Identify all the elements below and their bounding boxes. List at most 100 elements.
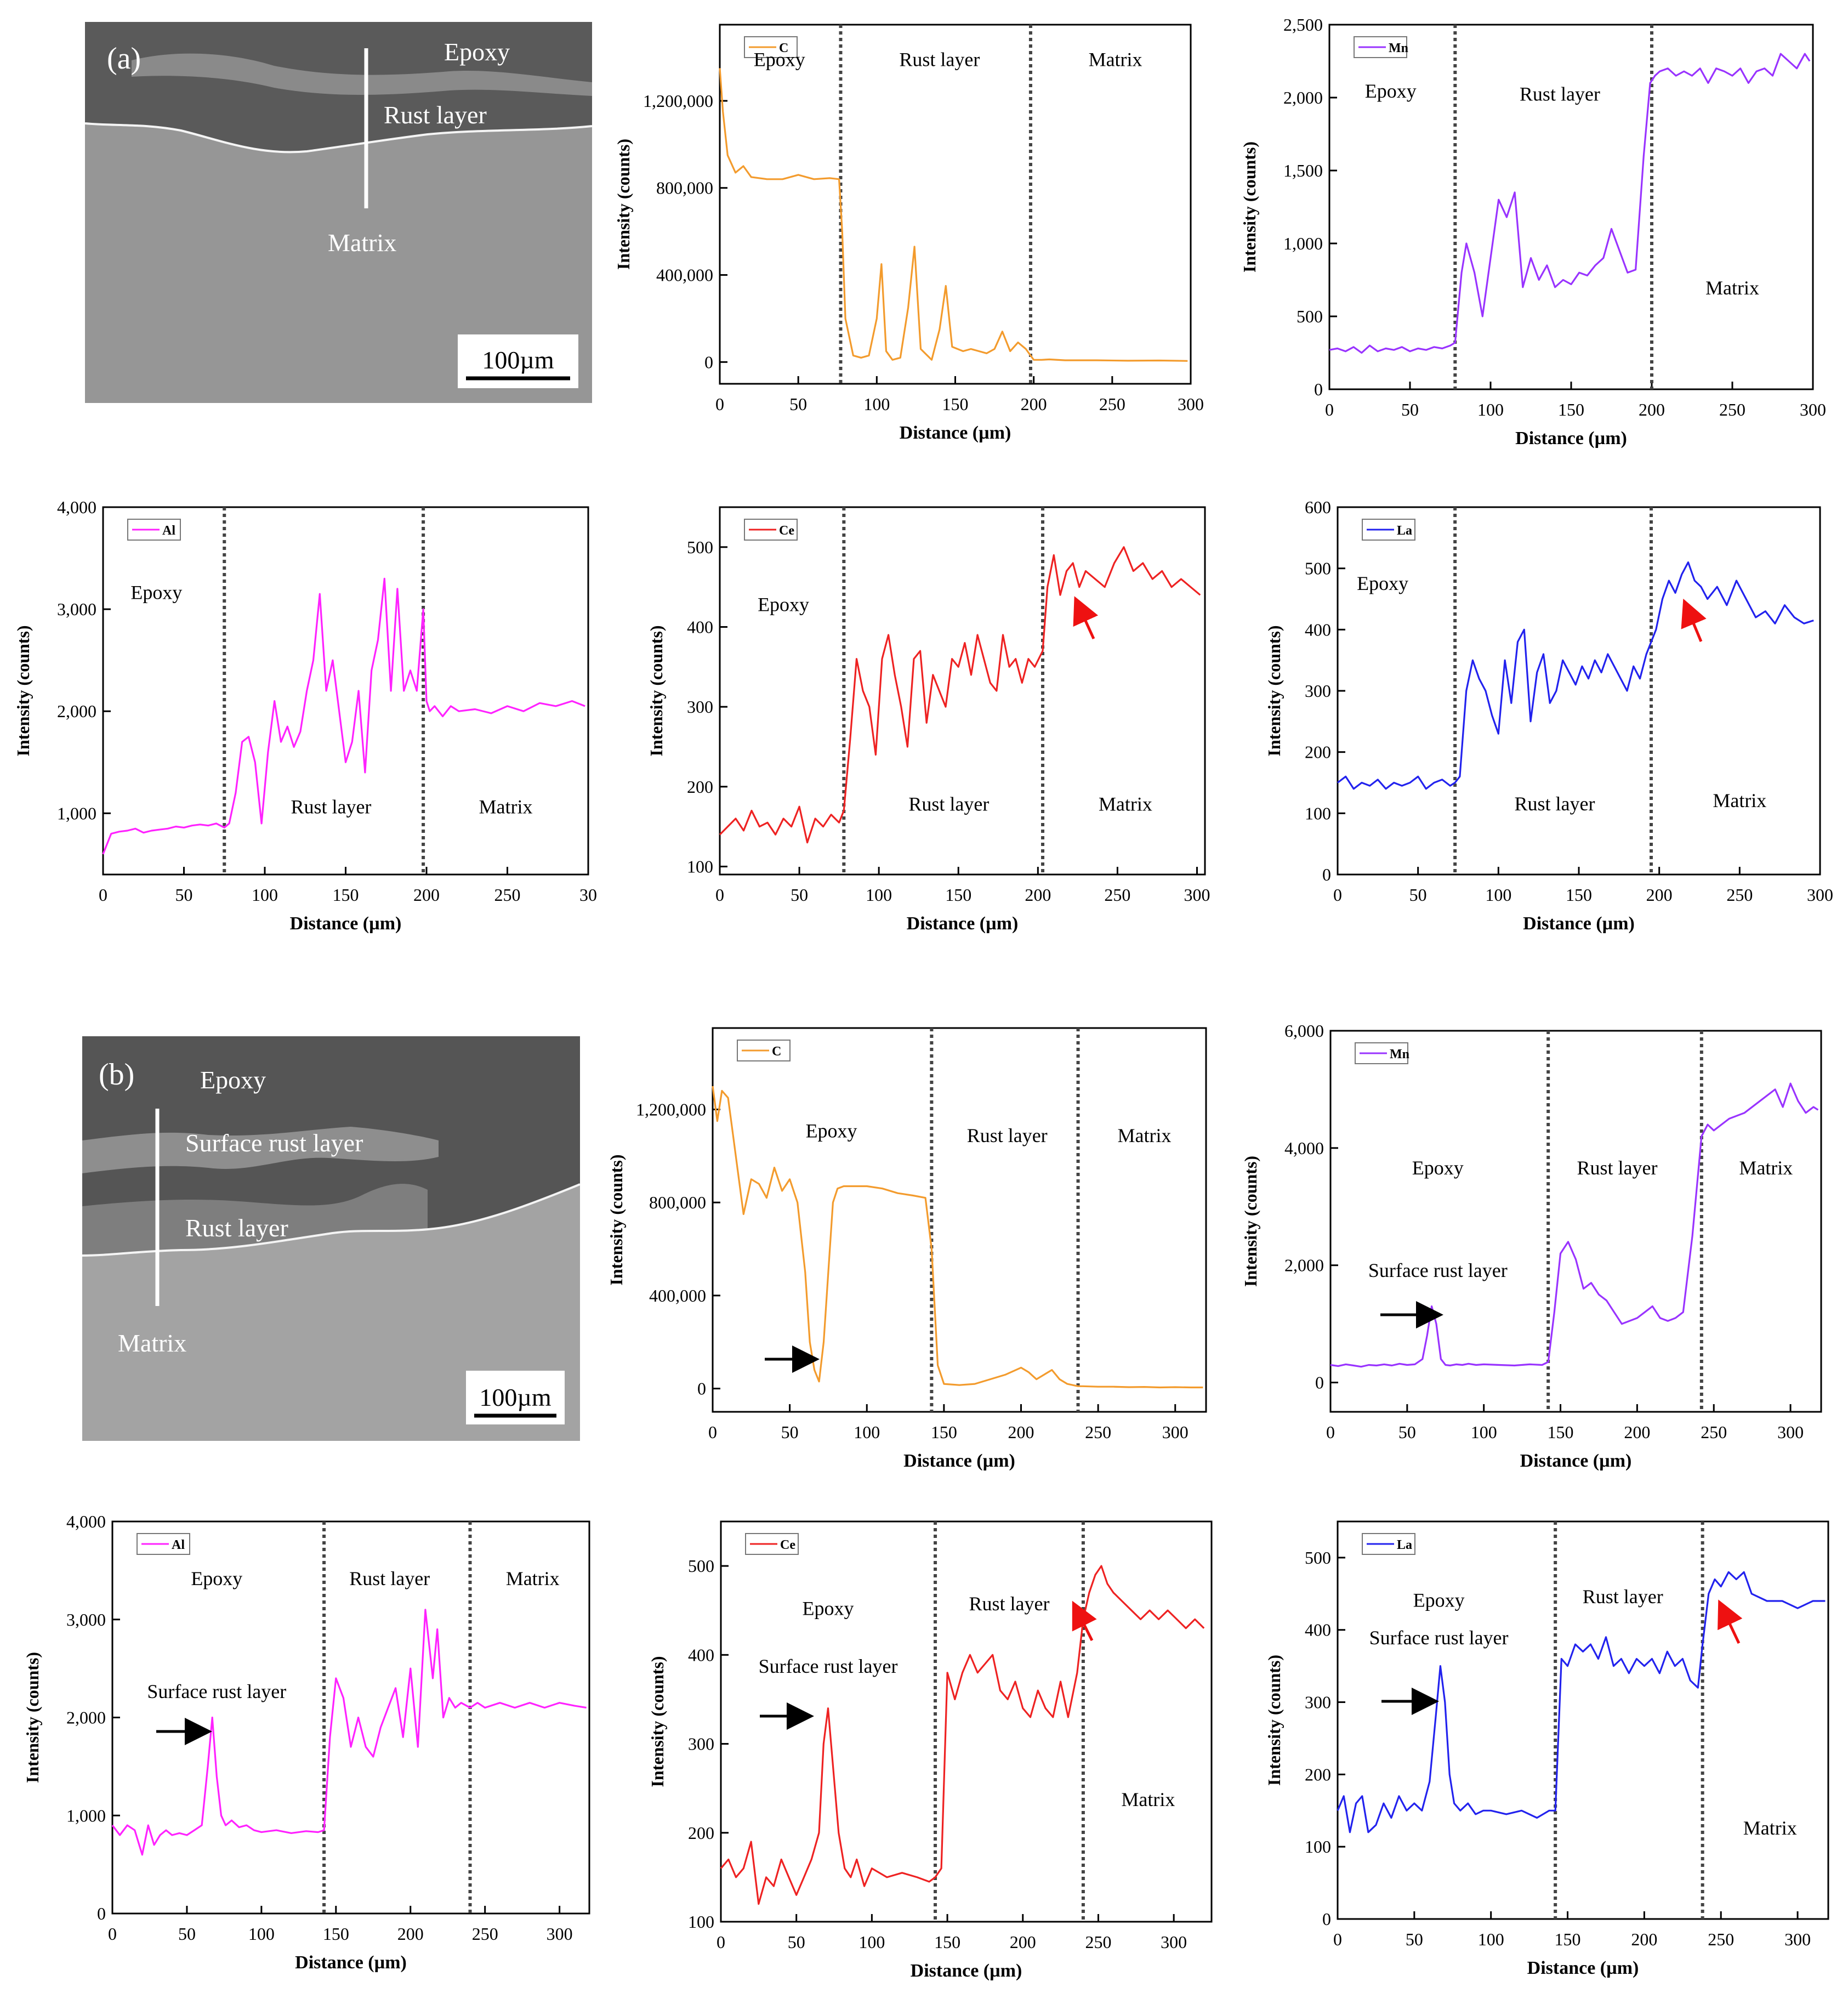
- legend-label: C: [779, 41, 788, 55]
- x-axis-label: Distance (µm): [290, 913, 402, 934]
- y-axis-label: Intensity (counts): [1264, 625, 1284, 756]
- y-tick-label: 0: [1315, 1373, 1324, 1393]
- y-tick-label: 800,000: [649, 1193, 706, 1212]
- x-tick-label: 50: [1409, 885, 1427, 905]
- region-label: Rust layer: [1515, 793, 1595, 815]
- chart-a-ce: 0 50 100 150 200 250 300 100 200 300 400 500 Distanc…: [646, 506, 1210, 934]
- x-tick-label: 300: [1161, 1932, 1187, 1952]
- y-tick-label: 0: [1322, 865, 1331, 884]
- y-tick-label: 1,200,000: [636, 1099, 706, 1119]
- y-tick-label: 200: [688, 1823, 714, 1843]
- x-tick-label: 100: [863, 394, 890, 414]
- x-tick-label: 0: [1325, 400, 1334, 419]
- legend-label: Ce: [780, 1538, 795, 1552]
- x-axis-label: Distance (µm): [295, 1952, 407, 1973]
- x-tick-label: 150: [942, 394, 969, 414]
- y-axis-label: Intensity (counts): [1241, 1156, 1260, 1287]
- x-axis-label: Distance (µm): [911, 1961, 1022, 1981]
- x-tick-label: 300: [1800, 400, 1826, 419]
- x-tick-label: 250: [1085, 1932, 1111, 1952]
- region-label: Surface rust layer: [759, 1655, 898, 1677]
- x-tick-label: 150: [934, 1932, 960, 1952]
- chart-b-al: 0 50 100 150 200 250 300 0 1,000 2,000 3,000 4,000 D…: [22, 1512, 590, 1973]
- region-label: Epoxy: [758, 593, 809, 615]
- legend-label: La: [1397, 524, 1412, 538]
- region-label: Epoxy: [1412, 1157, 1464, 1179]
- region-label: Matrix: [1713, 790, 1766, 811]
- region-label: Epoxy: [806, 1120, 857, 1142]
- x-tick-label: 50: [781, 1422, 799, 1442]
- legend-label: Mn: [1389, 41, 1408, 55]
- y-tick-label: 4,000: [1284, 1138, 1324, 1158]
- y-tick-label: 500: [1305, 1548, 1331, 1568]
- y-axis-label: Intensity (counts): [647, 1656, 667, 1787]
- region-label: Epoxy: [754, 48, 805, 70]
- sem-label-surface-rust-layer: Surface rust layer: [185, 1129, 363, 1157]
- y-tick-label: 200: [687, 777, 713, 797]
- x-tick-label: 200: [1639, 400, 1665, 419]
- x-tick-label: 50: [1401, 400, 1419, 419]
- x-axis-label: Distance (µm): [1527, 1958, 1639, 1978]
- x-tick-label: 100: [854, 1422, 880, 1442]
- y-axis-label: Intensity (counts): [606, 1154, 626, 1285]
- red-arrow-icon: [1073, 596, 1099, 640]
- x-tick-label: 150: [1555, 1929, 1581, 1949]
- region-label: Matrix: [1099, 793, 1152, 815]
- series-line-la: [1337, 1571, 1826, 1833]
- x-tick-label: 50: [789, 394, 807, 414]
- y-tick-label: 400: [687, 617, 713, 637]
- x-tick-label: 150: [1566, 885, 1592, 905]
- y-tick-label: 400,000: [656, 265, 713, 285]
- x-tick-label: 150: [1548, 1422, 1574, 1442]
- y-tick-label: 1,000: [66, 1805, 106, 1825]
- chart-b-c: 0 50 100 150 200 250 300 0 400,000 800,000 1,200,0…: [606, 1027, 1207, 1471]
- red-arrow-icon: [1718, 1599, 1743, 1644]
- y-tick-label: 200: [1305, 742, 1331, 762]
- y-axis-label: Intensity (counts): [13, 625, 33, 756]
- sem-label-epoxy: Epoxy: [200, 1066, 266, 1094]
- x-tick-label: 0: [708, 1422, 717, 1442]
- y-axis-label: Intensity (counts): [1264, 1655, 1284, 1786]
- chart-b-mn: 0 50 100 150 200 250 300 0 2,000 4,000 6,000 Distan…: [1241, 1021, 1822, 1471]
- region-label: Rust layer: [349, 1568, 430, 1589]
- x-tick-label: 0: [715, 394, 724, 414]
- x-axis-label: Distance (µm): [1515, 428, 1627, 448]
- y-tick-label: 500: [688, 1556, 714, 1576]
- y-tick-label: 300: [1305, 1693, 1331, 1712]
- legend-label: La: [1397, 1538, 1412, 1552]
- sem-image-b: (b) Epoxy Surface rust layer Rust layer …: [82, 1036, 581, 1441]
- x-tick-label: 0: [717, 1932, 725, 1952]
- series-line-mn: [1330, 1082, 1819, 1368]
- y-tick-label: 200: [1305, 1764, 1331, 1784]
- y-tick-label: 1,000: [57, 803, 96, 823]
- chart-b-la: 0 50 100 150 200 250 300 0 100 200 300 400 500 Distan…: [1264, 1520, 1829, 1978]
- y-axis-label: Intensity (counts): [646, 625, 666, 756]
- chart-a-c: 0 50 100 150 200 250 300 0 400,000 800,000 1,200,0…: [613, 24, 1204, 443]
- x-tick-label: 300: [1178, 394, 1204, 414]
- x-tick-label: 100: [866, 885, 892, 905]
- x-tick-label: 300: [1807, 885, 1833, 905]
- x-tick-label: 0: [1333, 885, 1342, 905]
- x-tick-label: 250: [1085, 1422, 1111, 1442]
- y-tick-label: 500: [1305, 559, 1331, 578]
- region-label: Rust layer: [899, 48, 980, 70]
- y-tick-label: 500: [1297, 306, 1323, 326]
- x-tick-label: 0: [715, 885, 724, 905]
- x-tick-label: 150: [333, 885, 359, 905]
- region-label: Epoxy: [191, 1568, 242, 1589]
- y-axis-label: Intensity (counts): [22, 1652, 42, 1783]
- plot-frame: [1329, 1030, 1822, 1413]
- region-label: Matrix: [1739, 1157, 1793, 1179]
- y-tick-label: 800,000: [656, 178, 713, 198]
- y-tick-label: 3,000: [66, 1610, 106, 1629]
- y-tick-label: 2,000: [1284, 1256, 1324, 1275]
- y-tick-label: 300: [1305, 681, 1331, 701]
- x-tick-label: 200: [1025, 885, 1051, 905]
- plot-frame: [1337, 1520, 1829, 1920]
- region-label: Rust layer: [291, 796, 371, 817]
- red-arrow-icon: [1681, 598, 1707, 642]
- region-label: Rust layer: [1520, 83, 1600, 105]
- x-tick-label: 50: [1398, 1422, 1416, 1442]
- x-axis-label: Distance (µm): [1520, 1451, 1632, 1471]
- x-tick-label: 200: [1021, 394, 1047, 414]
